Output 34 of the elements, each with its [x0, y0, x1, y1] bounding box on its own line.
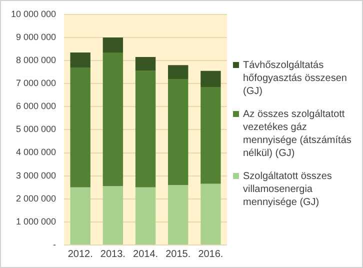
bar [135, 187, 156, 244]
legend-label: Távhőszolgáltatás hőfogyasztás összesen (GJ) [243, 59, 348, 98]
bar [168, 78, 188, 186]
y-tick-label: 2 000 000 [16, 193, 56, 204]
bar [200, 70, 221, 88]
bar [70, 52, 90, 68]
legend-label: Szolgáltatott összes villamosenergia mennyisége (GJ) [243, 170, 333, 209]
bar [168, 185, 188, 244]
y-tick-label: 7 000 000 [16, 78, 56, 88]
x-tick-label: 2014. [133, 248, 158, 260]
bar [168, 65, 188, 79]
y-tick-label: 8 000 000 [16, 55, 56, 66]
y-tick-label: 9 000 000 [16, 32, 56, 42]
y-tick-label: 3 000 000 [16, 170, 56, 180]
bar [70, 187, 90, 244]
x-tick-label: 2013. [100, 248, 126, 260]
legend-label: Az összes szolgáltatott vezetékes gáz mennyisége (átszámítás nélkül) (GJ) [243, 108, 352, 160]
bar [135, 70, 156, 188]
y-tick-label: 1 000 000 [16, 216, 56, 226]
bar [200, 87, 221, 184]
bar [102, 37, 124, 52]
y-tick-label: 4 000 000 [16, 147, 56, 158]
y-tick-label: - [53, 239, 56, 250]
bar [70, 67, 90, 188]
x-tick-label: 2016. [198, 248, 224, 260]
y-tick-label: 5 000 000 [16, 124, 56, 134]
x-tick-label: 2012. [68, 248, 93, 260]
bar [200, 184, 221, 244]
bar [102, 52, 124, 186]
y-tick-label: 6 000 000 [16, 101, 56, 112]
bar [102, 186, 124, 244]
bar [135, 57, 156, 71]
x-tick-label: 2015. [166, 248, 191, 260]
y-tick-label: 10 000 000 [10, 8, 56, 19]
